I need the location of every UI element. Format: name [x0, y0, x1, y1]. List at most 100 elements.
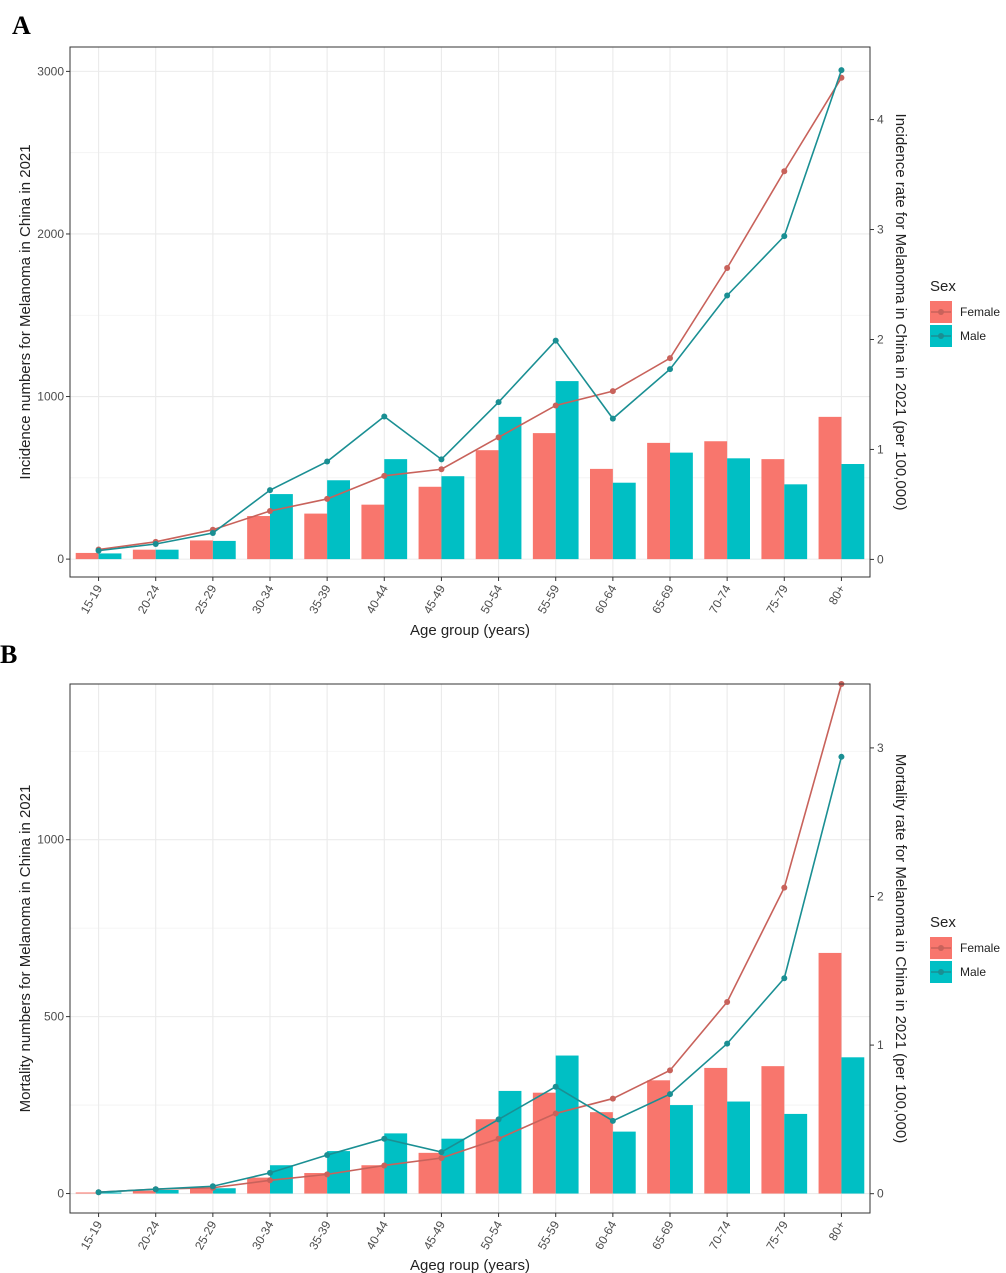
- bar-female-35-39: [304, 1173, 328, 1194]
- point-male-35-39: [324, 1152, 331, 1159]
- x-tick-label: 45-49: [421, 1218, 449, 1252]
- bar-male-60-64: [612, 482, 636, 560]
- x-axis-title: Age group (years): [410, 622, 530, 639]
- y2-axis-title: Mortality rate for Melanoma in China in …: [892, 754, 909, 1143]
- bar-female-65-69: [647, 442, 670, 560]
- bar-male-45-49: [441, 476, 465, 560]
- point-male-70-74: [724, 1040, 731, 1047]
- y2-tick-label: 2: [877, 889, 884, 903]
- point-male-15-19: [95, 1189, 102, 1196]
- bar-male-35-39: [327, 480, 350, 560]
- bar-female-55-59: [532, 433, 556, 560]
- bar-male-60-64: [612, 1131, 636, 1194]
- legend-title: Sex: [930, 914, 956, 931]
- y-tick-label: 1000: [37, 390, 64, 404]
- x-tick-label: 80+: [826, 583, 848, 608]
- point-female-30-34: [267, 508, 273, 515]
- x-tick-label: 20-24: [135, 1218, 163, 1252]
- bar-male-75-79: [784, 1113, 808, 1194]
- x-tick-label: 65-69: [649, 1218, 677, 1252]
- x-tick-label: 15-19: [78, 582, 106, 616]
- legend-key-point: [938, 309, 944, 315]
- bar-female-80+: [818, 952, 842, 1194]
- x-tick-label: 60-64: [592, 1218, 620, 1252]
- point-male-80+: [838, 753, 845, 760]
- bar-female-45-49: [418, 486, 442, 560]
- legend: Sex Female Male: [930, 914, 1000, 983]
- bar-female-80+: [818, 416, 842, 560]
- point-female-65-69: [667, 1067, 673, 1074]
- panel-letter: B: [0, 640, 17, 669]
- legend-label-male: Male: [960, 965, 986, 979]
- bar-female-30-34: [247, 516, 270, 560]
- bar-female-55-59: [532, 1092, 556, 1194]
- point-male-45-49: [438, 1149, 445, 1156]
- legend-label-male: Male: [960, 329, 986, 343]
- point-female-50-54: [495, 434, 502, 441]
- point-female-60-64: [609, 388, 616, 395]
- point-male-25-29: [209, 530, 216, 537]
- bar-male-70-74: [727, 1101, 750, 1194]
- y2-tick-label: 1: [877, 442, 884, 456]
- bar-female-75-79: [761, 459, 785, 560]
- x-tick-label: 75-79: [763, 582, 791, 616]
- bar-female-40-44: [361, 504, 385, 560]
- point-male-30-34: [267, 487, 273, 494]
- y-tick-label: 0: [57, 552, 64, 566]
- x-tick-label: 35-39: [306, 582, 334, 616]
- x-axis-title: Ageg roup (years): [410, 1257, 530, 1273]
- x-tick-label: 80+: [826, 1219, 848, 1244]
- y-tick-label: 1000: [37, 833, 64, 847]
- bar-female-15-19: [75, 552, 99, 560]
- bar-male-20-24: [155, 1190, 179, 1194]
- point-female-70-74: [724, 998, 731, 1005]
- x-tick-label: 20-24: [135, 582, 163, 616]
- chart-panel-b: B 0 500 1000 0 1 2 3 15-19 20-24 25-29 30-34 35-39 40…: [0, 640, 1000, 1273]
- point-female-75-79: [781, 168, 788, 175]
- point-female-35-39: [324, 495, 331, 502]
- legend-key-point: [938, 333, 944, 339]
- bar-male-50-54: [498, 416, 522, 560]
- point-male-40-44: [381, 413, 388, 420]
- bar-female-25-29: [190, 1188, 213, 1194]
- bar-male-40-44: [384, 459, 408, 560]
- legend-label-female: Female: [960, 305, 1000, 319]
- y2-tick-label: 1: [877, 1038, 884, 1052]
- bar-male-30-34: [270, 494, 293, 560]
- y-axis-title: Incidence numbers for Melanoma in China …: [17, 144, 34, 479]
- bar-male-65-69: [670, 452, 693, 560]
- bar-male-75-79: [784, 484, 808, 560]
- point-male-50-54: [495, 399, 502, 406]
- point-male-30-34: [267, 1169, 273, 1176]
- x-tick-label: 60-64: [592, 582, 620, 616]
- point-male-20-24: [152, 541, 159, 548]
- bar-male-20-24: [155, 549, 179, 560]
- point-male-15-19: [95, 547, 102, 554]
- bar-male-80+: [841, 1057, 865, 1194]
- bar-female-15-19: [75, 1192, 99, 1194]
- x-tick-label: 65-69: [649, 582, 677, 616]
- bar-male-45-49: [441, 1138, 465, 1194]
- point-male-65-69: [667, 1091, 673, 1098]
- x-tick-label: 35-39: [306, 1218, 334, 1252]
- point-male-35-39: [324, 458, 331, 465]
- x-tick-label: 55-59: [535, 582, 563, 616]
- point-female-75-79: [781, 884, 788, 891]
- point-female-45-49: [438, 466, 445, 473]
- bar-female-65-69: [647, 1080, 670, 1194]
- point-female-40-44: [381, 472, 388, 479]
- point-female-70-74: [724, 265, 731, 272]
- legend-label-female: Female: [960, 941, 1000, 955]
- x-tick-label: 70-74: [706, 582, 734, 616]
- plot-border: [69, 46, 871, 578]
- x-tick-label: 45-49: [421, 582, 449, 616]
- bar-male-25-29: [212, 540, 236, 560]
- bar-female-50-54: [475, 450, 499, 560]
- y2-tick-label: 0: [877, 552, 884, 566]
- point-male-60-64: [609, 415, 616, 422]
- y-tick-label: 2000: [37, 227, 64, 241]
- point-male-80+: [838, 67, 845, 74]
- bar-female-60-64: [590, 468, 613, 560]
- x-tick-label: 50-54: [478, 582, 506, 616]
- bar-female-75-79: [761, 1066, 785, 1194]
